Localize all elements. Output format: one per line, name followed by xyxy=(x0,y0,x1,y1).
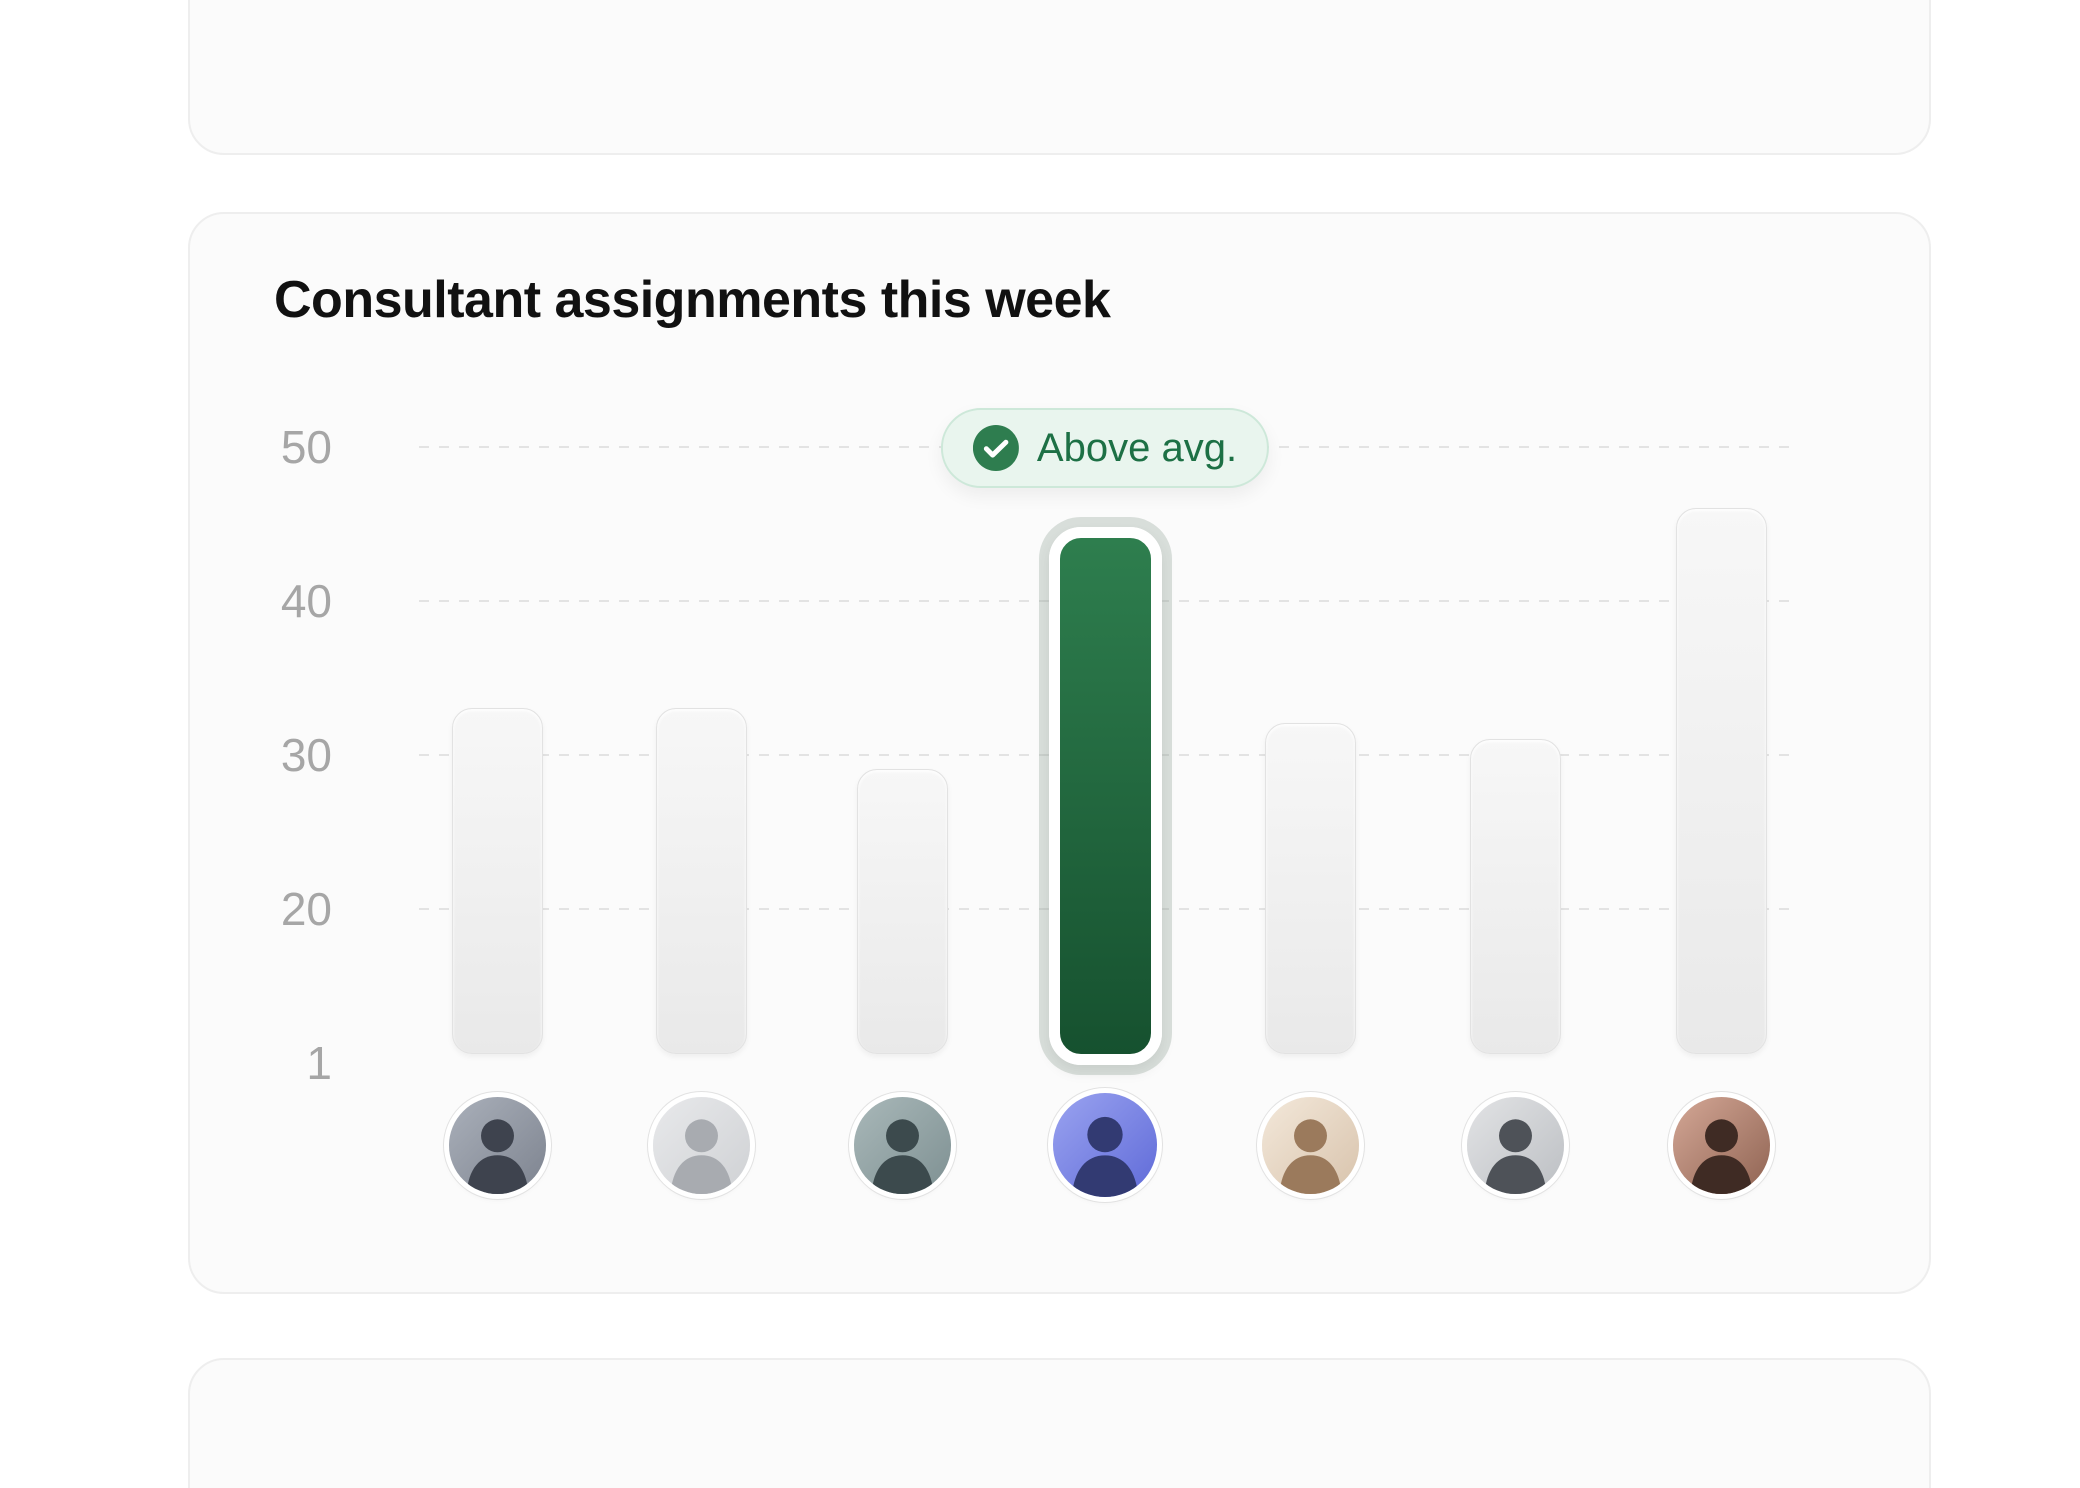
avatar-consultant-2[interactable] xyxy=(652,1096,750,1194)
avatar-consultant-4[interactable] xyxy=(1053,1093,1157,1197)
assignments-bar-chart: Above avg. 50 40 30 20 1 xyxy=(190,214,1929,1292)
avatar-consultant-7[interactable] xyxy=(1672,1096,1770,1194)
y-tick-20: 20 xyxy=(280,883,332,935)
check-icon xyxy=(972,425,1019,471)
avatar-consultant-7-image xyxy=(1672,1096,1770,1194)
previous-card-partial xyxy=(188,0,1931,155)
bar-consultant-3[interactable] xyxy=(856,769,948,1054)
avatar-consultant-4-image xyxy=(1053,1093,1157,1197)
avatar-consultant-5[interactable] xyxy=(1261,1096,1359,1194)
avatar-consultant-3[interactable] xyxy=(853,1096,951,1194)
avatar-consultant-5-image xyxy=(1261,1096,1359,1194)
bar-consultant-1[interactable] xyxy=(451,707,543,1054)
y-tick-1: 1 xyxy=(306,1037,332,1089)
bar-consultant-4[interactable] xyxy=(1048,527,1162,1065)
y-tick-50: 50 xyxy=(280,421,332,473)
consultant-assignments-card: Consultant assignments this week Above a… xyxy=(188,212,1931,1294)
bar-consultant-2[interactable] xyxy=(655,707,747,1054)
avatar-consultant-6[interactable] xyxy=(1466,1096,1564,1194)
avatar-consultant-1[interactable] xyxy=(448,1096,546,1194)
y-tick-40: 40 xyxy=(280,575,332,627)
avatar-consultant-1-image xyxy=(448,1096,546,1194)
card-title: Consultant assignments this week xyxy=(274,271,1111,329)
bar-consultant-7[interactable] xyxy=(1675,507,1767,1054)
bar-consultant-6[interactable] xyxy=(1469,738,1561,1054)
bar-consultant-5[interactable] xyxy=(1264,723,1356,1054)
above-average-badge: Above avg. xyxy=(940,408,1270,488)
y-tick-30: 30 xyxy=(280,729,332,781)
avatar-consultant-2-image xyxy=(652,1096,750,1194)
next-card-partial xyxy=(188,1358,1931,1488)
avatar-consultant-3-image xyxy=(853,1096,951,1194)
badge-label: Above avg. xyxy=(1036,425,1238,470)
avatar-consultant-6-image xyxy=(1466,1096,1564,1194)
